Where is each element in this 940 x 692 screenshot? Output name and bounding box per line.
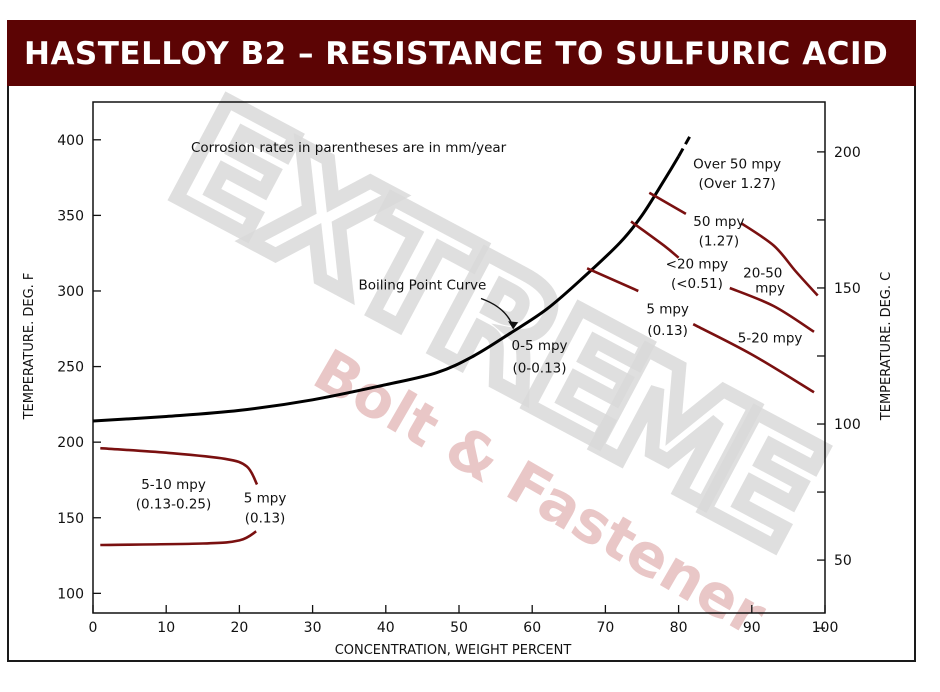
iso-corrosion-line xyxy=(100,530,257,547)
annotation-label: 5-10 mpy xyxy=(141,477,206,493)
iso-corrosion-line xyxy=(740,221,819,297)
y-tick-label-right: 150 xyxy=(834,281,861,297)
iso-corrosion-line xyxy=(586,267,639,293)
x-tick-label: 90 xyxy=(743,620,761,636)
boiling-point-curve xyxy=(92,155,680,423)
iso-corrosion-line xyxy=(648,191,687,216)
annotation-label: Over 50 mpy xyxy=(693,157,781,173)
y-axis-title-left: TEMPERATURE. DEG. F xyxy=(22,273,37,421)
annotations: Boiling Point Curve 0-5 mpy (0-0.13) 5-10 m… xyxy=(136,157,803,527)
y-tick-label-left: 350 xyxy=(57,208,84,224)
x-tick-label: 30 xyxy=(304,620,322,636)
page-title: HASTELLOY B2 – RESISTANCE TO SULFURIC AC… xyxy=(24,36,889,72)
x-tick-label: 60 xyxy=(523,620,541,636)
annotation-label: 5 mpy xyxy=(646,302,689,318)
x-tick-label: 20 xyxy=(230,620,248,636)
title-bar xyxy=(7,20,916,86)
y-tick-label-left: 200 xyxy=(57,435,84,451)
x-tick-label: 40 xyxy=(377,620,395,636)
axes: 0 10 20 30 40 50 60 70 80 90 100 100 150 200 250 300 350… xyxy=(57,133,860,636)
annotation-label: Boiling Point Curve xyxy=(358,277,486,293)
y-tick-label-left: 400 xyxy=(57,133,84,149)
iso-corrosion-line xyxy=(729,286,815,333)
annotation-label: 5-20 mpy xyxy=(738,330,803,346)
x-tick-label: 50 xyxy=(450,620,468,636)
y-tick-label-left: 150 xyxy=(57,511,84,527)
y-tick-label-left: 300 xyxy=(57,284,84,300)
annotation-label: <20 mpy xyxy=(666,256,729,272)
y-axis-title-right: TEMPERATURE. DEG. C xyxy=(879,272,894,421)
x-tick-label: 10 xyxy=(157,620,175,636)
annotation-label: (1.27) xyxy=(699,234,740,250)
annotation-label: (0.13-0.25) xyxy=(136,497,212,513)
x-axis-title: CONCENTRATION, WEIGHT PERCENT xyxy=(335,643,572,658)
y-tick-label-right: 50 xyxy=(834,553,852,569)
annotation-label: 50 mpy xyxy=(693,214,744,230)
annotation-label: (0-0.13) xyxy=(512,361,566,377)
annotation-label: (0.13) xyxy=(245,510,286,526)
boiling-point-curve-extension xyxy=(677,136,691,158)
chart-note: Corrosion rates in parentheses are in mm… xyxy=(191,140,507,156)
y-tick-label-left: 250 xyxy=(57,360,84,376)
annotation-label: 5 mpy xyxy=(244,491,287,507)
annotation-label: (Over 1.27) xyxy=(698,176,775,192)
x-tick-label: 0 xyxy=(89,620,98,636)
annotation-label: 20-50 xyxy=(743,265,782,281)
iso-corrosion-line xyxy=(100,446,259,486)
y-tick-label-right: 100 xyxy=(834,417,861,433)
annotation-label: 0-5 mpy xyxy=(511,338,567,354)
annotation-label: (0.13) xyxy=(647,323,688,339)
x-tick-label: 70 xyxy=(596,620,614,636)
annotation-label: (<0.51) xyxy=(671,276,723,292)
y-tick-label-right: 200 xyxy=(834,145,861,161)
boiling-curve-arrowhead xyxy=(508,321,519,330)
iso-corrosion-line xyxy=(692,323,815,394)
curves xyxy=(92,136,819,547)
chart-frame xyxy=(7,20,916,662)
iso-corrosion-line xyxy=(630,220,680,259)
y-tick-label-left: 100 xyxy=(57,586,84,602)
x-tick-label: 80 xyxy=(670,620,688,636)
annotation-label: mpy xyxy=(755,280,785,296)
